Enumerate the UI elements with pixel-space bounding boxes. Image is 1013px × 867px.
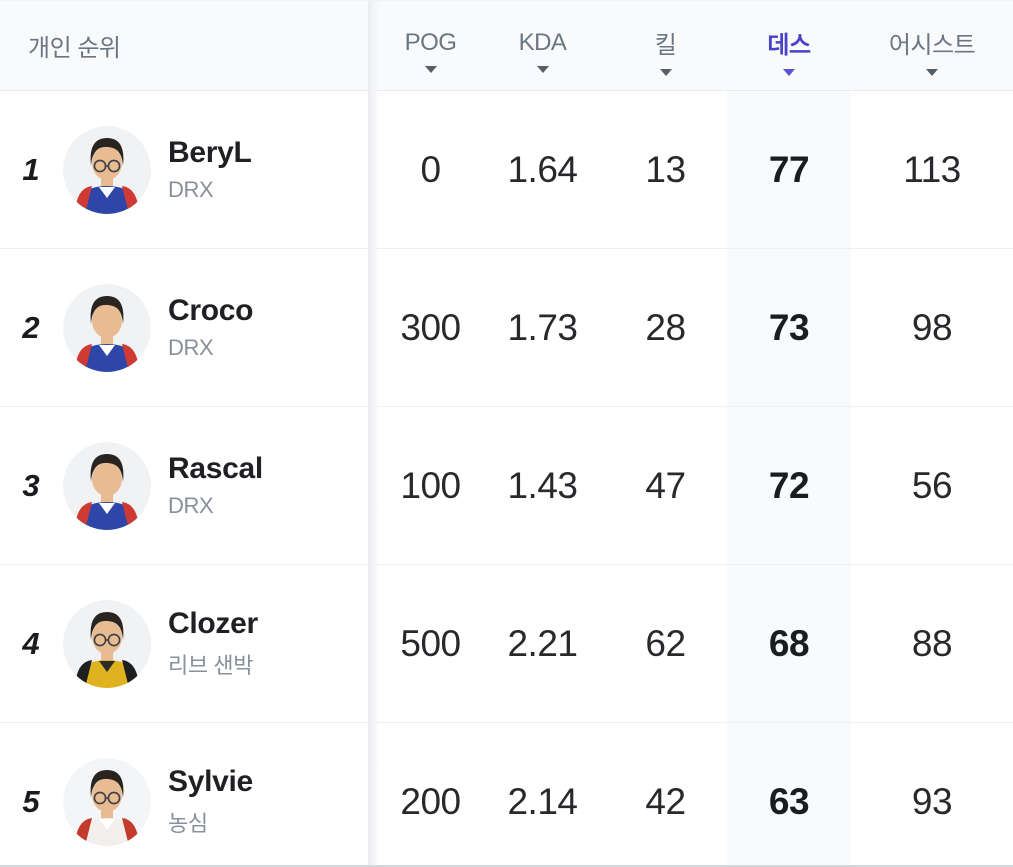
stat-pog: 500 <box>400 622 461 664</box>
column-header-deaths-active-sort[interactable]: 데스 <box>727 1 851 90</box>
player-avatar <box>63 441 151 530</box>
stat-assists: 98 <box>911 306 953 348</box>
individual-ranking-label: 개인 순위 <box>28 35 121 62</box>
player-identity: Croco DRX <box>168 294 253 362</box>
column-header-kda[interactable]: KDA <box>481 1 604 90</box>
player-avatar <box>63 757 151 846</box>
stat-deaths: 77 <box>727 91 851 248</box>
player-cell: 3 Rascal DRX <box>0 407 380 564</box>
stat-deaths: 68 <box>727 565 851 722</box>
stat-assists: 113 <box>903 148 961 190</box>
player-row[interactable]: 1 Be <box>0 91 1013 249</box>
stat-kills: 42 <box>645 780 686 822</box>
player-avatar <box>63 599 151 688</box>
column-header-pog[interactable]: POG <box>380 1 481 90</box>
stat-kills: 28 <box>645 306 686 348</box>
rank-number: 4 <box>22 625 40 661</box>
player-name: Clozer <box>168 606 258 640</box>
stat-deaths: 63 <box>727 723 851 865</box>
player-row[interactable]: 4 Cl <box>0 565 1013 723</box>
stat-kda: 2.21 <box>507 622 578 664</box>
stat-kda: 1.43 <box>507 464 578 506</box>
stat-kda: 1.64 <box>507 148 578 190</box>
stat-assists: 93 <box>911 780 953 822</box>
player-identity: Clozer 리브 샌박 <box>168 607 258 681</box>
stat-assists: 56 <box>911 464 953 506</box>
player-row[interactable]: 5 Sy <box>0 723 1013 865</box>
sort-desc-triangle-icon <box>536 65 549 73</box>
team-name: DRX <box>168 335 214 361</box>
stat-kda: 2.14 <box>507 780 578 822</box>
sort-desc-triangle-icon <box>783 69 795 76</box>
sort-desc-triangle-icon <box>424 65 437 73</box>
team-name: DRX <box>168 177 214 203</box>
column-header-assists[interactable]: 어시스트 <box>851 1 1013 90</box>
player-cell: 1 Be <box>0 91 380 248</box>
stat-kills: 47 <box>645 464 686 506</box>
rank-number: 5 <box>22 783 40 819</box>
sort-desc-triangle-icon <box>926 69 938 76</box>
team-name: DRX <box>168 493 214 519</box>
player-row[interactable]: 3 Rascal DRX 100 1.43 <box>0 407 1013 565</box>
player-cell: 2 Croco DRX <box>0 249 380 406</box>
stat-pog: 200 <box>400 780 461 822</box>
rank-number: 1 <box>22 151 40 187</box>
stat-assists: 88 <box>911 622 953 664</box>
stat-kills: 62 <box>645 622 686 664</box>
column-header-individual-ranking: 개인 순위 <box>0 1 380 90</box>
player-avatar <box>63 125 151 214</box>
table-body: 1 Be <box>0 91 1013 865</box>
stat-deaths: 73 <box>727 249 851 406</box>
player-name: BeryL <box>168 135 252 169</box>
rank-number: 3 <box>22 467 40 503</box>
sort-desc-triangle-icon <box>659 69 672 76</box>
team-name: 리브 샌박 <box>168 653 254 679</box>
stat-pog: 300 <box>400 306 461 348</box>
player-cell: 4 Cl <box>0 565 380 722</box>
team-name: 농심 <box>168 811 208 837</box>
player-identity: Rascal DRX <box>168 452 263 520</box>
column-header-kills[interactable]: 킬 <box>604 1 727 90</box>
stat-kills: 13 <box>645 148 686 190</box>
stat-kda: 1.73 <box>507 306 578 348</box>
table-header: 개인 순위 POG KDA 킬 데스 어시스트 <box>0 1 1013 91</box>
player-cell: 5 Sy <box>0 723 380 865</box>
stat-pog: 0 <box>420 148 441 190</box>
player-name: Rascal <box>168 451 263 485</box>
player-name: Sylvie <box>168 764 253 798</box>
player-identity: BeryL DRX <box>168 136 252 204</box>
rank-number: 2 <box>22 309 40 345</box>
player-avatar <box>63 283 151 372</box>
stat-pog: 100 <box>400 464 461 506</box>
player-name: Croco <box>168 293 254 327</box>
player-row[interactable]: 2 Croco DRX 300 1.73 2 <box>0 249 1013 407</box>
player-identity: Sylvie 농심 <box>168 765 253 839</box>
stat-deaths: 72 <box>727 407 851 564</box>
